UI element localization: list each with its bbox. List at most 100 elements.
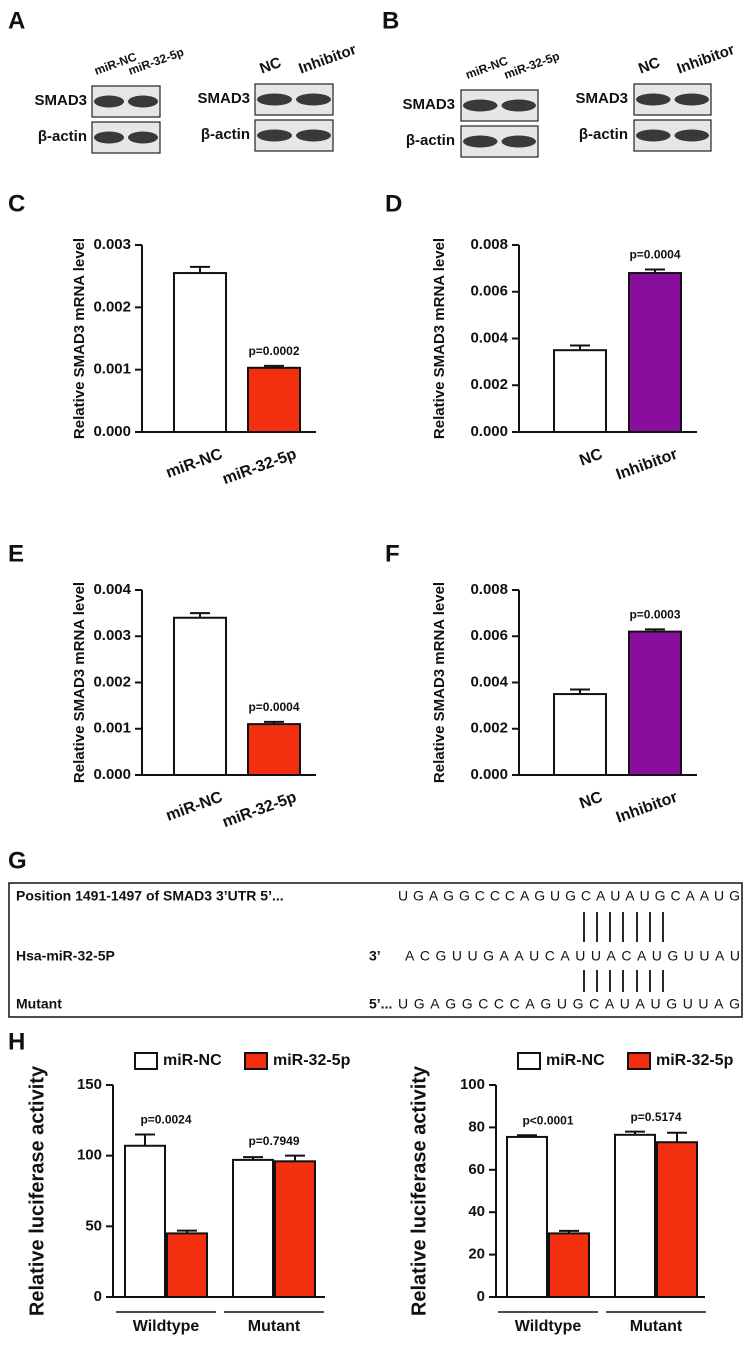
legend-swatch: [244, 1052, 268, 1070]
p-value: p=0.0024: [140, 1113, 191, 1127]
bar: [553, 693, 607, 776]
strand-end: 5’...: [369, 996, 392, 1012]
pairing-lines: [583, 912, 664, 992]
legend-swatch: [517, 1052, 541, 1070]
bar: [247, 366, 301, 433]
y-tick-label: 0.008: [470, 236, 508, 253]
blot-band: [257, 129, 292, 142]
y-tick-label: 0.000: [93, 766, 131, 783]
blot-band: [636, 93, 671, 106]
x-tick-label: Wildtype: [133, 1318, 200, 1335]
blot-band: [296, 93, 331, 106]
sequence: UGAGGCCCAGUGCAUAUGCAAUG: [398, 888, 740, 904]
blot-band: [674, 129, 709, 142]
panel-letter: B: [382, 7, 399, 34]
row-label: SMAD3: [402, 96, 455, 113]
y-tick-label: 0.004: [470, 329, 508, 346]
bar: [247, 723, 301, 776]
y-tick-label: 0.002: [470, 376, 508, 393]
legend-label: miR-32-5p: [273, 1052, 351, 1069]
blot-band: [674, 93, 709, 106]
bar: [274, 1160, 316, 1298]
blot-band: [501, 99, 536, 112]
bar: [628, 272, 682, 433]
blot-band: [128, 95, 158, 108]
y-tick-label: 0.004: [93, 581, 131, 598]
bar: [548, 1232, 590, 1299]
y-tick-label: 0.002: [93, 673, 131, 690]
row-label: β-actin: [579, 126, 628, 143]
row-name: Position 1491-1497 of SMAD3 3’UTR 5’...: [16, 888, 284, 904]
lane-label: NC: [636, 54, 662, 77]
legend-label: miR-32-5p: [656, 1052, 734, 1069]
row-label: SMAD3: [575, 90, 628, 107]
y-tick-label: 0.006: [470, 283, 508, 300]
legend-label: miR-NC: [546, 1052, 605, 1069]
p-value: p<0.0001: [522, 1113, 573, 1127]
legend-swatch: [134, 1052, 158, 1070]
y-tick-label: 20: [468, 1246, 485, 1263]
y-tick-label: 0.003: [93, 627, 131, 644]
p-value: p=0.0003: [629, 607, 680, 621]
p-value: p=0.0004: [629, 248, 680, 262]
y-tick-label: 0.002: [470, 720, 508, 737]
y-tick-label: 0: [477, 1288, 485, 1305]
bar: [506, 1135, 548, 1298]
p-value: p=0.0004: [248, 700, 299, 714]
x-tick-label: Wildtype: [515, 1318, 582, 1335]
panel-letter: D: [385, 190, 402, 217]
row-name: Hsa-miR-32-5P: [16, 948, 115, 964]
y-axis-label: Relative SMAD3 mRNA level: [71, 238, 88, 439]
row-label: β-actin: [201, 126, 250, 143]
y-axis-label: Relative SMAD3 mRNA level: [71, 582, 88, 783]
row-name: Mutant: [16, 996, 62, 1012]
strand-end: 3’: [369, 948, 381, 964]
bar: [656, 1141, 698, 1298]
panel-letter: G: [8, 847, 27, 874]
y-tick-label: 40: [468, 1203, 485, 1220]
lane-label: NC: [257, 54, 283, 77]
bar: [614, 1133, 656, 1298]
bar: [173, 616, 227, 776]
y-axis-label: Relative luciferase activity: [408, 1065, 430, 1316]
row-label: SMAD3: [34, 92, 87, 109]
y-tick-label: 100: [77, 1147, 102, 1164]
panel-letter: F: [385, 540, 400, 567]
y-tick-label: 0.003: [93, 236, 131, 253]
blot-band: [257, 93, 292, 106]
y-tick-label: 0.008: [470, 581, 508, 598]
y-axis-label: Relative SMAD3 mRNA level: [431, 238, 448, 439]
p-value: p=0.5174: [630, 1110, 681, 1124]
y-tick-label: 0.001: [93, 361, 131, 378]
blot-band: [296, 129, 331, 142]
blot-band: [463, 99, 498, 112]
y-tick-label: 50: [85, 1217, 102, 1234]
y-axis-label: Relative luciferase activity: [26, 1065, 48, 1316]
bar: [173, 272, 227, 433]
y-tick-label: 60: [468, 1161, 485, 1178]
bar: [553, 349, 607, 433]
panel-letter: A: [8, 7, 25, 34]
blot-band: [463, 135, 498, 148]
y-tick-label: 0.002: [93, 298, 131, 315]
y-tick-label: 0.006: [470, 627, 508, 644]
alignment-box: [8, 882, 743, 1018]
blot-band: [636, 129, 671, 142]
y-tick-label: 100: [460, 1076, 485, 1093]
y-tick-label: 0.001: [93, 720, 131, 737]
p-value: p=0.0002: [248, 344, 299, 358]
y-tick-label: 0.000: [470, 766, 508, 783]
blot-band: [501, 135, 536, 148]
bar: [166, 1232, 208, 1299]
bar: [628, 630, 682, 776]
bar: [232, 1158, 274, 1298]
y-tick-label: 0.000: [470, 423, 508, 440]
row-label: SMAD3: [197, 90, 250, 107]
legend-label: miR-NC: [163, 1052, 222, 1069]
blot-band: [94, 131, 124, 144]
legend-swatch: [627, 1052, 651, 1070]
y-tick-label: 0.000: [93, 423, 131, 440]
